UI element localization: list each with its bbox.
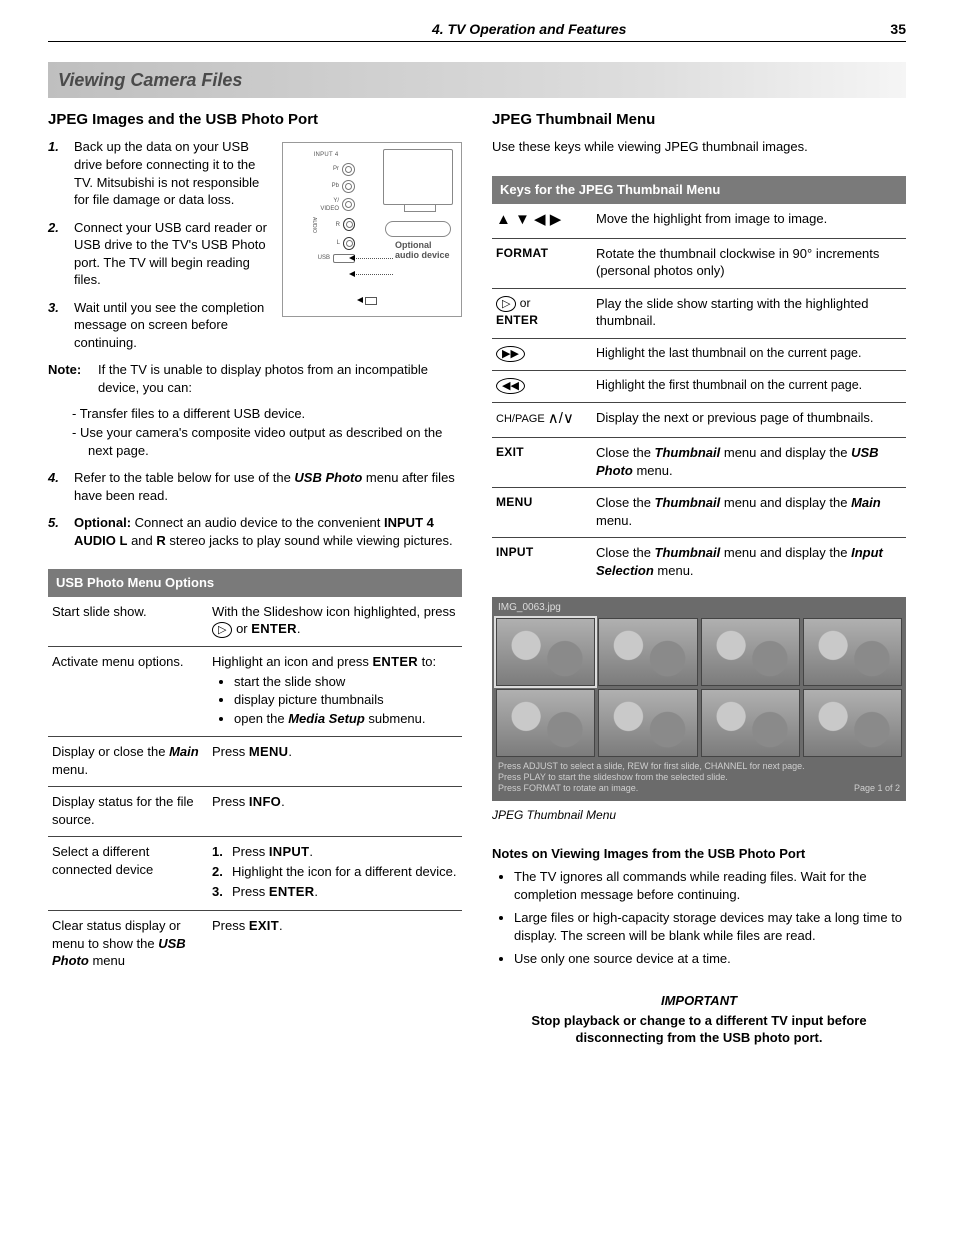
page-number: 35 [890, 20, 906, 39]
diagram-input-label: INPUT 4 [297, 151, 355, 159]
table-row: EXIT Close the Thumbnail menu and displa… [492, 437, 906, 487]
chapter-title: 4. TV Operation and Features [432, 20, 627, 39]
table-row: ◀◀ Highlight the first thumbnail on the … [492, 370, 906, 402]
thumbnail-image [598, 618, 697, 686]
thumbnail-image [701, 689, 800, 757]
table-row: Select a different connected device 1.Pr… [48, 837, 462, 911]
fast-forward-icon: ▶▶ [496, 346, 525, 362]
notes-list: The TV ignores all commands while readin… [492, 868, 906, 968]
important-block: IMPORTANT Stop playback or change to a d… [492, 992, 906, 1047]
diagram-audio-device-icon [385, 221, 451, 237]
table-row: Display status for the file source. Pres… [48, 787, 462, 837]
step-1: 1. Back up the data on your USB drive be… [48, 138, 274, 208]
table-row: Display or close the Main menu. Press ME… [48, 737, 462, 787]
note-list: Transfer files to a different USB device… [48, 405, 462, 460]
note-label: Note: [48, 361, 90, 396]
table-row: ▲ ▼ ◀ ▶ Move the highlight from image to… [492, 204, 906, 239]
note-item: Transfer files to a different USB device… [88, 405, 462, 423]
screenshot-filename: IMG_0063.jpg [496, 601, 902, 615]
diagram-l: L [320, 239, 340, 247]
thumbnail-image [496, 618, 595, 686]
table-row: ▶▶ Highlight the last thumbnail on the c… [492, 338, 906, 370]
diagram-tv-icon [383, 149, 453, 205]
note-item: The TV ignores all commands while readin… [514, 868, 906, 903]
table-row: Clear status display or menu to show the… [48, 911, 462, 978]
notes-heading: Notes on Viewing Images from the USB Pho… [492, 845, 906, 863]
jpeg-usb-heading: JPEG Images and the USB Photo Port [48, 110, 462, 130]
diagram-r: R [320, 221, 340, 229]
table-row: ▷ or ENTER Play the slide show starting … [492, 288, 906, 338]
step-5: 5. Optional: Connect an audio device to … [48, 514, 462, 549]
page-header: 4. TV Operation and Features 35 [48, 20, 906, 42]
connection-diagram: INPUT 4 Pr Pb Y/ VIDEO AUDIOR L USB Opti… [282, 142, 462, 317]
note-intro: If the TV is unable to display photos fr… [98, 361, 462, 396]
diagram-pb: Pb [317, 182, 339, 190]
rewind-icon: ◀◀ [496, 378, 525, 394]
keys-table-header: Keys for the JPEG Thumbnail Menu [492, 176, 906, 204]
screenshot-caption: JPEG Thumbnail Menu [492, 807, 906, 823]
arrow-keys-icon: ▲ ▼ ◀ ▶ [496, 210, 561, 230]
diagram-yv: Y/ VIDEO [317, 197, 339, 213]
thumbnail-keys-table: Keys for the JPEG Thumbnail Menu ▲ ▼ ◀ ▶… [492, 176, 906, 587]
note-item: Large files or high-capacity storage dev… [514, 909, 906, 944]
diagram-usb-plug-icon [365, 297, 377, 305]
diagram-optional-label: Optional audio device [395, 241, 455, 261]
usb-table-header: USB Photo Menu Options [48, 569, 462, 597]
table-row: Activate menu options. Highlight an icon… [48, 647, 462, 737]
screenshot-hints: Press ADJUST to select a slide, REW for … [496, 761, 902, 795]
step-3: 3. Wait until you see the completion mes… [48, 299, 274, 352]
step-2: 2. Connect your USB card reader or USB d… [48, 219, 274, 289]
table-row: MENU Close the Thumbnail menu and displa… [492, 488, 906, 538]
thumbnail-image [701, 618, 800, 686]
diagram-pr: Pr [317, 165, 339, 173]
note-block: Note: If the TV is unable to display pho… [48, 361, 462, 396]
right-column: JPEG Thumbnail Menu Use these keys while… [492, 110, 906, 1046]
diagram-usb: USB [308, 254, 330, 262]
instruction-steps-cont: 4. Refer to the table below for use of t… [48, 469, 462, 549]
diagram-audio: AUDIO [297, 217, 317, 233]
note-item: Use only one source device at a time. [514, 950, 906, 968]
thumbnail-image [803, 618, 902, 686]
important-title: IMPORTANT [492, 992, 906, 1010]
spacer [48, 20, 168, 39]
table-row: FORMAT Rotate the thumbnail clockwise in… [492, 238, 906, 288]
table-row: Start slide show. With the Slideshow ico… [48, 597, 462, 647]
thumbnail-image [803, 689, 902, 757]
thumbnail-grid [496, 618, 902, 757]
left-column: JPEG Images and the USB Photo Port INPUT… [48, 110, 462, 1046]
thumbnail-heading: JPEG Thumbnail Menu [492, 110, 906, 130]
table-row: CH/PAGE ∧/∨ Display the next or previous… [492, 402, 906, 437]
usb-photo-menu-table: USB Photo Menu Options Start slide show.… [48, 569, 462, 977]
play-icon: ▷ [212, 622, 232, 638]
section-title: Viewing Camera Files [48, 62, 906, 98]
thumbnail-menu-screenshot: IMG_0063.jpg Press ADJUST to select a sl… [492, 597, 906, 800]
table-row: INPUT Close the Thumbnail menu and displ… [492, 538, 906, 588]
play-icon: ▷ [496, 296, 516, 312]
note-item: Use your camera's composite video output… [88, 424, 462, 459]
step-4: 4. Refer to the table below for use of t… [48, 469, 462, 504]
thumbnail-intro: Use these keys while viewing JPEG thumbn… [492, 138, 906, 156]
content-columns: JPEG Images and the USB Photo Port INPUT… [48, 110, 906, 1046]
thumbnail-image [496, 689, 595, 757]
important-body: Stop playback or change to a different T… [492, 1012, 906, 1047]
thumbnail-image [598, 689, 697, 757]
